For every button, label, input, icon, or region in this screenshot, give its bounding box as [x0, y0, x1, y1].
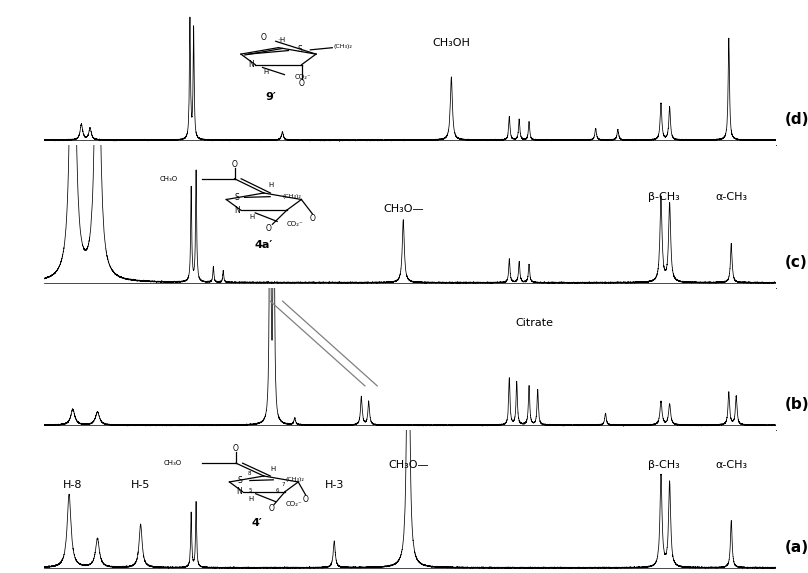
Text: β-CH₃: β-CH₃ — [647, 193, 680, 202]
Text: O: O — [309, 214, 315, 222]
Text: (CH₃)₂: (CH₃)₂ — [286, 477, 305, 482]
Text: N: N — [236, 487, 242, 496]
Text: 4′: 4′ — [251, 518, 262, 528]
Text: H: H — [249, 496, 254, 502]
Text: (a): (a) — [785, 540, 808, 555]
Text: H-5: H-5 — [131, 480, 150, 490]
Text: H: H — [280, 37, 284, 43]
Text: S: S — [297, 45, 301, 54]
Text: (d): (d) — [785, 112, 808, 127]
Text: (CH₃)₂: (CH₃)₂ — [283, 194, 301, 199]
Text: O: O — [266, 224, 271, 233]
Text: O: O — [233, 445, 239, 453]
Text: O: O — [260, 33, 267, 41]
Text: CH₃O—: CH₃O— — [383, 204, 423, 214]
Text: H: H — [270, 466, 276, 472]
Text: H: H — [263, 69, 269, 74]
Text: (CH₃)₂: (CH₃)₂ — [334, 45, 353, 49]
Text: β-CH₃: β-CH₃ — [647, 460, 680, 470]
Text: O: O — [299, 79, 305, 88]
Text: 8: 8 — [247, 470, 251, 476]
Text: α-CH₃: α-CH₃ — [715, 460, 747, 470]
Text: Citrate: Citrate — [515, 318, 553, 328]
Text: 7: 7 — [282, 482, 285, 487]
Text: CH₃OH: CH₃OH — [432, 38, 470, 49]
Text: H: H — [268, 182, 274, 188]
Text: O: O — [232, 160, 238, 169]
Text: H-3: H-3 — [325, 480, 344, 490]
Text: 9′: 9′ — [266, 92, 276, 102]
Text: CO₂⁻: CO₂⁻ — [285, 501, 302, 508]
Text: (c): (c) — [785, 255, 807, 270]
Text: N: N — [249, 60, 255, 69]
Text: N: N — [234, 206, 240, 214]
Text: CO₂⁻: CO₂⁻ — [294, 74, 311, 80]
Text: 5: 5 — [248, 488, 251, 493]
Text: α-CH₃: α-CH₃ — [715, 193, 747, 202]
Text: S: S — [235, 193, 240, 202]
Text: O: O — [303, 494, 309, 504]
Text: H-8: H-8 — [63, 480, 82, 490]
Text: S: S — [238, 476, 242, 485]
Text: (b): (b) — [785, 397, 808, 413]
Text: H: H — [249, 214, 255, 220]
Text: CH₃O: CH₃O — [163, 460, 182, 466]
Text: CO₂⁻: CO₂⁻ — [287, 221, 304, 227]
Text: CH₃O: CH₃O — [160, 176, 178, 182]
Text: CH₃O—: CH₃O— — [388, 460, 428, 470]
Text: 4a′: 4a′ — [255, 240, 273, 250]
Text: 6: 6 — [276, 488, 280, 493]
Text: ⁻: ⁻ — [278, 40, 281, 45]
Text: O: O — [269, 504, 275, 513]
